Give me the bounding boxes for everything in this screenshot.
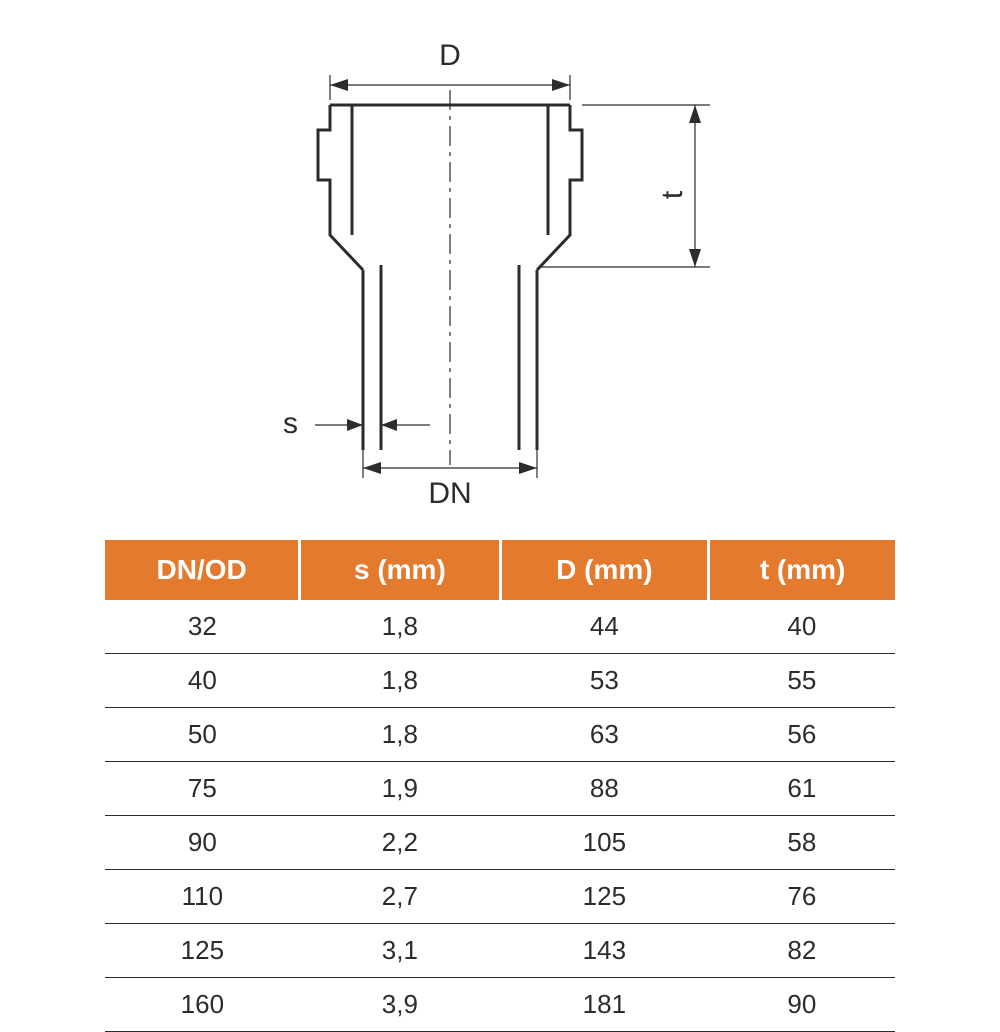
table-header-cell: s (mm) [300, 540, 500, 600]
table-cell: 125 [105, 924, 300, 978]
table-cell: 1,8 [300, 600, 500, 654]
table-cell: 82 [709, 924, 895, 978]
table-row: 1603,918190 [105, 978, 895, 1032]
table-header-cell: D (mm) [500, 540, 709, 600]
table-cell: 2,7 [300, 870, 500, 924]
table-cell: 76 [709, 870, 895, 924]
label-s: s [283, 407, 298, 440]
table-cell: 40 [709, 600, 895, 654]
dim-s: s [283, 407, 430, 440]
pipe-svg: D [100, 30, 900, 510]
table-cell: 61 [709, 762, 895, 816]
table-cell: 3,1 [300, 924, 500, 978]
table-header-cell: DN/OD [105, 540, 300, 600]
table-header-cell: t (mm) [709, 540, 895, 600]
table-cell: 63 [500, 708, 709, 762]
table-row: 401,85355 [105, 654, 895, 708]
table-cell: 90 [709, 978, 895, 1032]
table-row: 321,84440 [105, 600, 895, 654]
table-cell: 110 [105, 870, 300, 924]
table-row: 1253,114382 [105, 924, 895, 978]
table-cell: 3,9 [300, 978, 500, 1032]
table-cell: 75 [105, 762, 300, 816]
dim-t: t [540, 105, 710, 267]
table-cell: 88 [500, 762, 709, 816]
table-cell: 1,9 [300, 762, 500, 816]
table-cell: 160 [105, 978, 300, 1032]
table-row: 501,86356 [105, 708, 895, 762]
table-cell: 44 [500, 600, 709, 654]
table-cell: 90 [105, 816, 300, 870]
table-row: 1102,712576 [105, 870, 895, 924]
table-cell: 58 [709, 816, 895, 870]
dimensions-table: DN/ODs (mm)D (mm)t (mm) 321,84440401,853… [105, 540, 895, 1032]
table-cell: 181 [500, 978, 709, 1032]
table-cell: 56 [709, 708, 895, 762]
table-cell: 143 [500, 924, 709, 978]
table-cell: 32 [105, 600, 300, 654]
dimensions-table-wrapper: DN/ODs (mm)D (mm)t (mm) 321,84440401,853… [105, 540, 895, 1032]
label-D: D [439, 39, 461, 72]
label-DN: DN [428, 477, 471, 510]
table-row: 902,210558 [105, 816, 895, 870]
table-cell: 125 [500, 870, 709, 924]
table-row: 751,98861 [105, 762, 895, 816]
table-cell: 1,8 [300, 708, 500, 762]
table-cell: 53 [500, 654, 709, 708]
table-cell: 40 [105, 654, 300, 708]
table-cell: 50 [105, 708, 300, 762]
table-cell: 105 [500, 816, 709, 870]
label-t: t [656, 190, 689, 199]
table-header-row: DN/ODs (mm)D (mm)t (mm) [105, 540, 895, 600]
table-cell: 1,8 [300, 654, 500, 708]
table-cell: 55 [709, 654, 895, 708]
table-cell: 2,2 [300, 816, 500, 870]
pipe-diagram: D [100, 30, 900, 510]
